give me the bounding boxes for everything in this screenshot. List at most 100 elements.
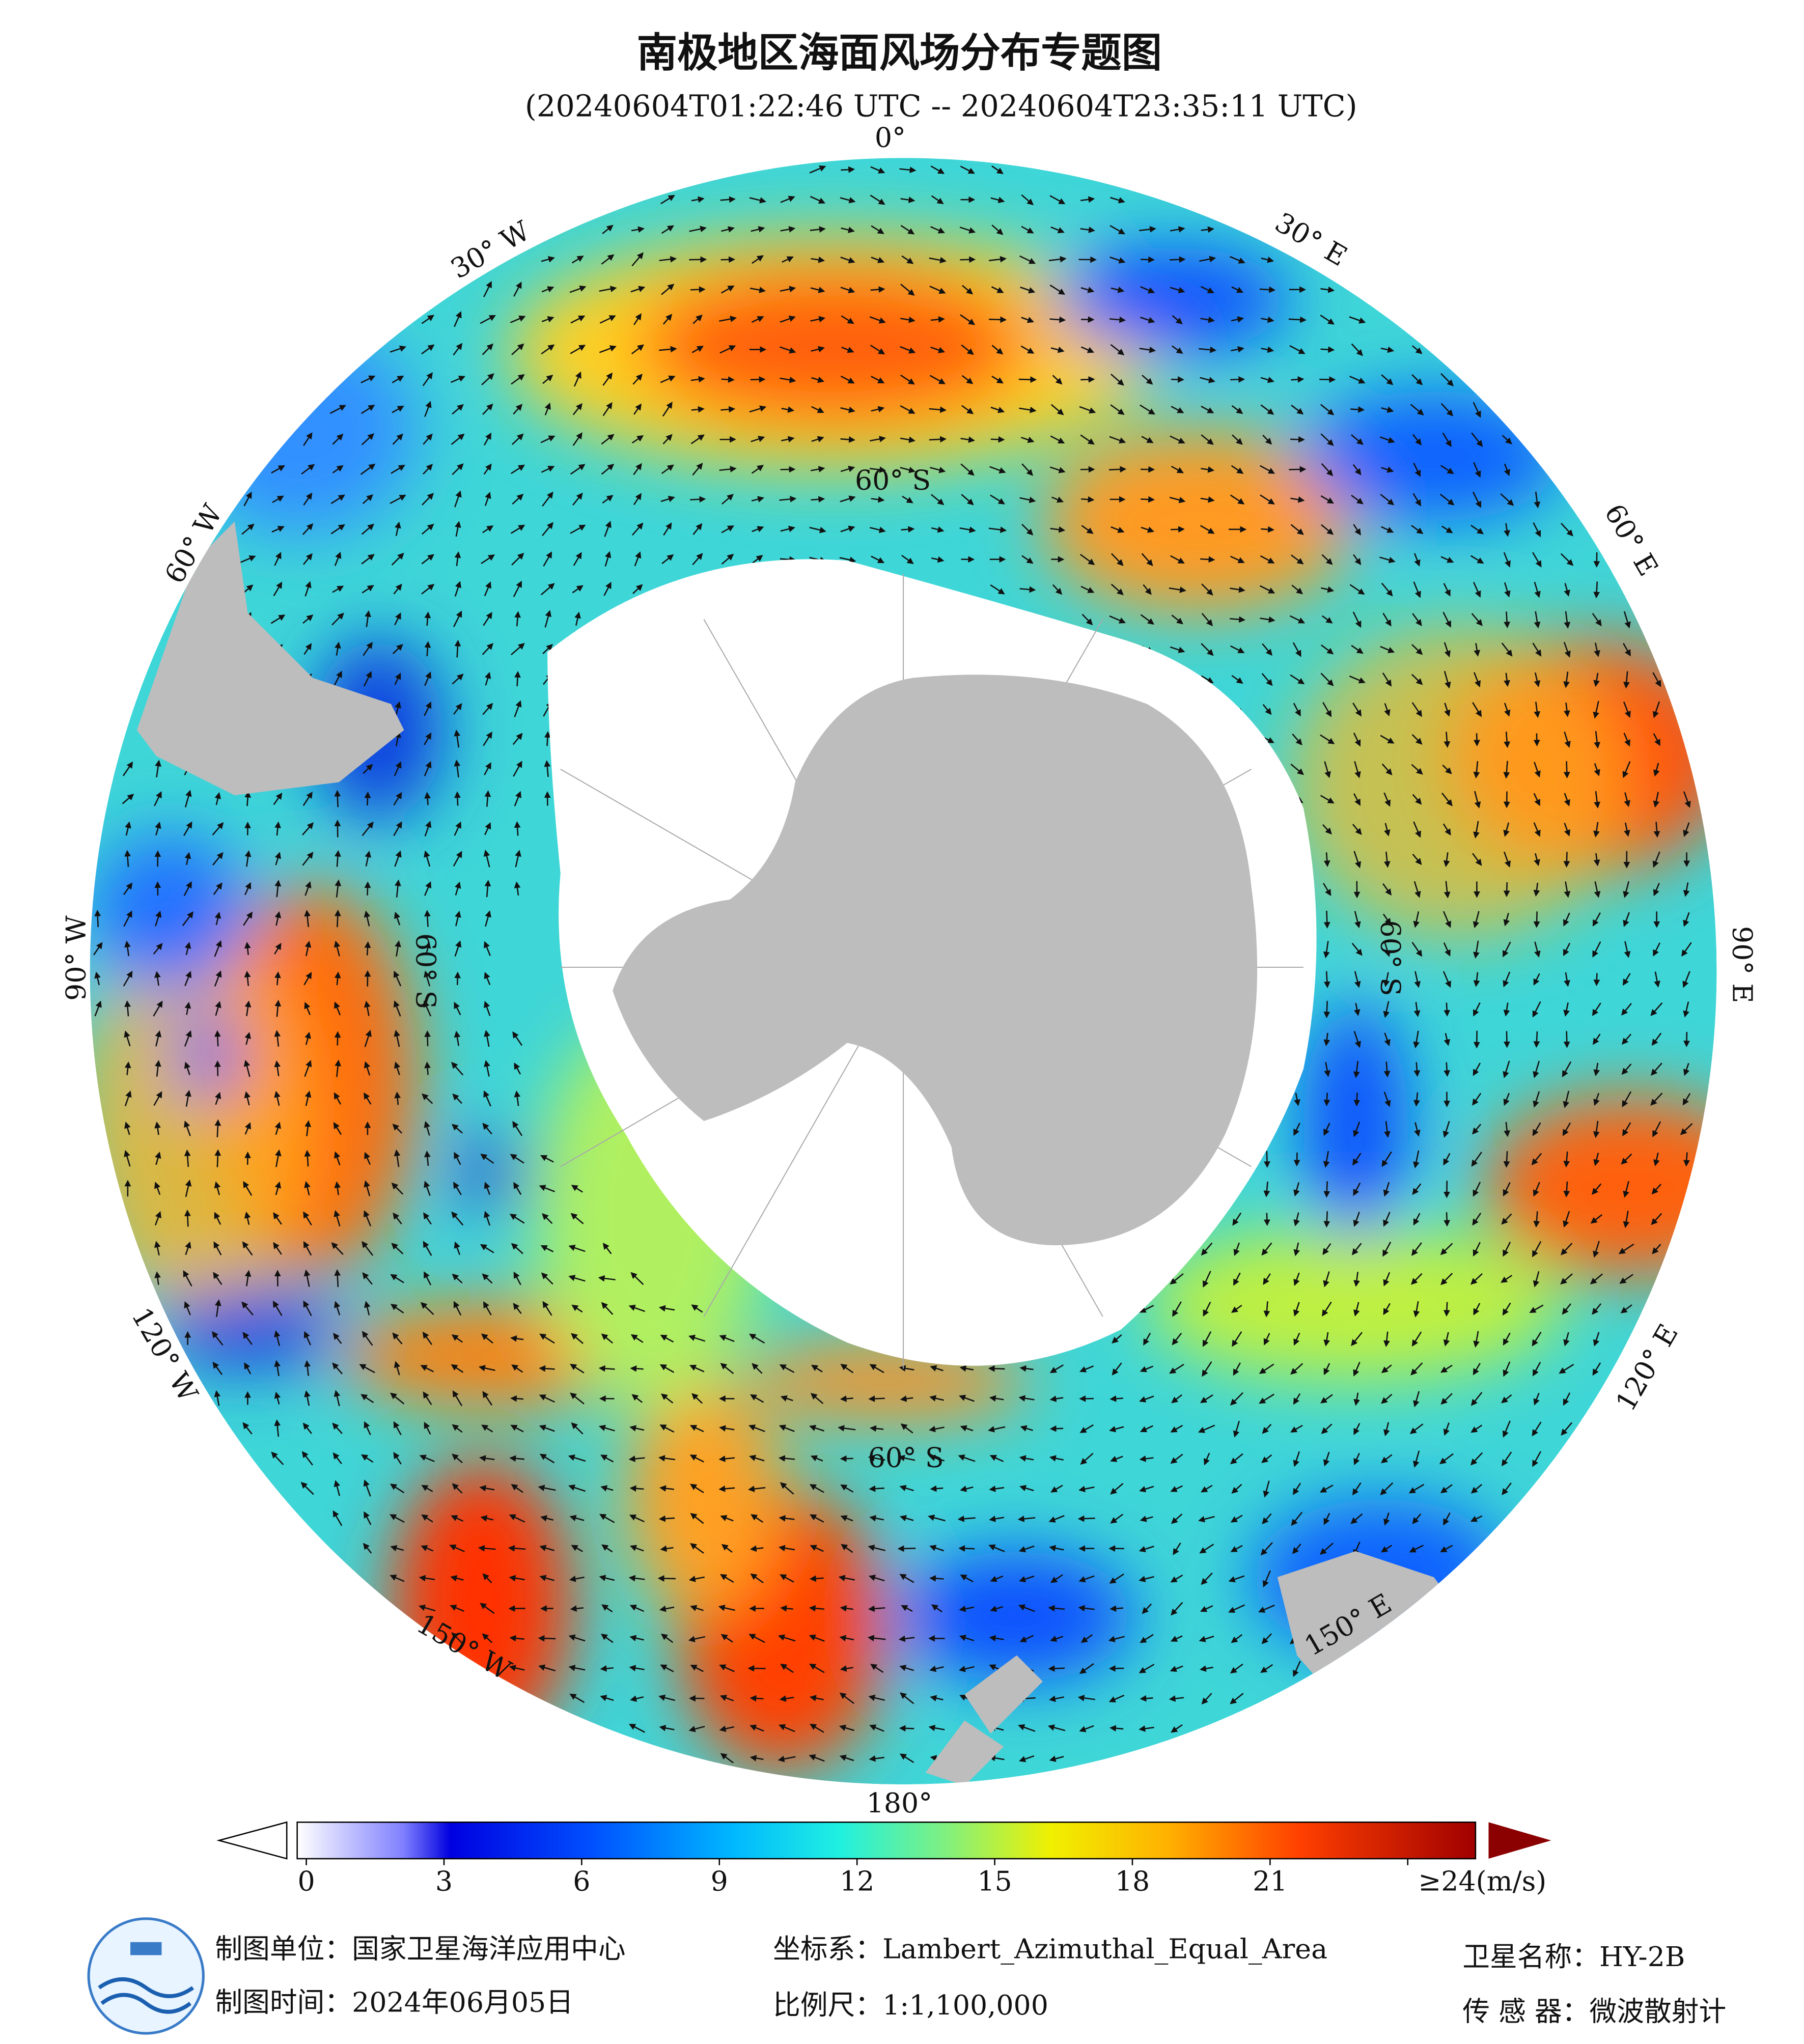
- wind-arrow: [363, 641, 373, 656]
- wind-arrow: [1079, 406, 1096, 414]
- wind-arrow: [1594, 731, 1601, 749]
- wind-arrow: [1260, 494, 1275, 505]
- wind-arrow: [1501, 642, 1513, 657]
- wind-arrow: [184, 1210, 191, 1227]
- wind-arrow: [631, 522, 644, 536]
- wind-arrow: [1290, 764, 1305, 775]
- wind-arrow: [811, 466, 825, 472]
- wind-arrow: [512, 733, 523, 745]
- wind-arrow: [393, 821, 402, 836]
- wind-arrow: [929, 1575, 944, 1582]
- wind-arrow: [1049, 195, 1066, 205]
- wind-arrow: [1049, 316, 1066, 323]
- wind-arrow: [515, 850, 521, 867]
- wind-arrow: [662, 402, 673, 417]
- wind-arrow: [302, 822, 314, 836]
- wind-arrow: [1109, 1395, 1123, 1402]
- wind-arrow: [455, 910, 461, 927]
- wind-arrow: [900, 436, 915, 443]
- wind-arrow: [1321, 554, 1333, 565]
- wind-arrow: [989, 466, 1006, 473]
- wind-arrow: [604, 521, 612, 537]
- wind-arrow: [540, 583, 555, 596]
- wind-arrow: [1323, 971, 1330, 988]
- wind-arrow: [750, 287, 766, 293]
- wind-arrow: [962, 285, 974, 295]
- wind-arrow: [1290, 674, 1305, 685]
- wind-arrow: [633, 463, 642, 475]
- wind-arrow: [483, 463, 492, 475]
- wind-arrow: [1382, 612, 1392, 627]
- wind-arrow: [1683, 882, 1690, 897]
- wind-arrow: [1231, 286, 1244, 293]
- wind-arrow: [453, 610, 462, 627]
- wind-arrow: [543, 551, 552, 567]
- wind-arrow: [392, 375, 404, 383]
- wind-arrow: [513, 404, 523, 415]
- wind-arrow: [1170, 435, 1185, 444]
- wind-arrow: [721, 376, 735, 383]
- wind-arrow: [1381, 406, 1394, 413]
- wind-arrow: [960, 463, 975, 476]
- wind-arrow: [1019, 406, 1037, 413]
- wind-arrow: [871, 406, 885, 413]
- wind-arrow: [900, 466, 916, 473]
- wind-arrow: [244, 850, 252, 867]
- wind-arrow: [570, 524, 586, 534]
- wind-arrow: [1474, 643, 1481, 657]
- wind-arrow: [780, 226, 796, 233]
- wind-arrow: [1533, 973, 1540, 986]
- wind-arrow: [452, 674, 464, 685]
- wind-arrow: [1564, 972, 1570, 987]
- wind-arrow: [1440, 465, 1454, 474]
- colorbar-tick-label: 3: [435, 1865, 453, 1897]
- wind-arrow: [482, 643, 493, 655]
- wind-arrow: [393, 583, 402, 595]
- wind-arrow: [749, 197, 767, 204]
- wind-arrow: [811, 406, 824, 413]
- wind-arrow: [1563, 912, 1570, 927]
- wind-arrow: [990, 584, 1005, 595]
- wind-arrow: [809, 165, 826, 174]
- wind-arrow: [900, 405, 915, 414]
- wind-arrow: [424, 671, 431, 686]
- wind-arrow: [1444, 732, 1451, 748]
- wind-arrow: [1533, 882, 1540, 897]
- wind-arrow: [1353, 1093, 1361, 1107]
- wind-arrow: [900, 225, 915, 235]
- wind-arrow: [720, 406, 736, 413]
- wind-arrow: [451, 433, 465, 445]
- wind-arrow: [395, 879, 401, 898]
- wind-arrow: [1413, 911, 1420, 928]
- wind-arrow: [454, 821, 461, 836]
- wind-arrow: [240, 555, 256, 563]
- wind-arrow: [1412, 794, 1422, 805]
- wind-arrow: [184, 971, 192, 986]
- wind-arrow: [1504, 703, 1511, 717]
- latitude-label: 60° S: [410, 933, 442, 1009]
- map-title: 南极地区海面风场分布专题图: [637, 29, 1162, 76]
- wind-arrow: [1231, 316, 1244, 323]
- wind-arrow: [483, 281, 492, 297]
- wind-arrow: [1653, 792, 1660, 808]
- wind-arrow: [1534, 853, 1540, 866]
- wind-arrow: [1379, 436, 1395, 443]
- wind-arrow: [572, 432, 582, 446]
- wind-arrow: [450, 375, 466, 383]
- wind-arrow: [1411, 702, 1423, 717]
- wind-arrow: [453, 851, 462, 866]
- wind-arrow: [1351, 942, 1363, 956]
- wind-arrow: [1049, 284, 1066, 295]
- wind-arrow: [392, 405, 404, 413]
- wind-arrow: [900, 197, 915, 203]
- wind-arrow: [395, 940, 401, 957]
- wind-arrow: [662, 314, 673, 325]
- wind-arrow: [1380, 346, 1395, 353]
- wind-arrow: [214, 1119, 221, 1137]
- wind-arrow: [570, 315, 586, 324]
- wind-arrow: [363, 764, 373, 774]
- wind-arrow: [360, 405, 375, 414]
- wind-arrow: [1564, 823, 1570, 837]
- wind-arrow: [1323, 1093, 1330, 1107]
